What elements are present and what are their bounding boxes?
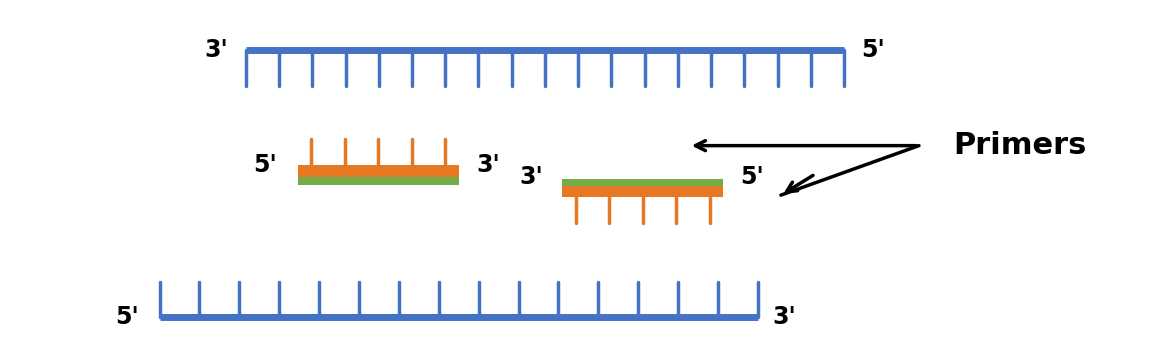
- Bar: [298, 177, 459, 185]
- Bar: [298, 165, 459, 177]
- Bar: [562, 179, 723, 186]
- Text: 5': 5': [861, 38, 885, 62]
- Text: 3': 3': [773, 305, 796, 329]
- Text: 3': 3': [519, 165, 542, 189]
- Text: Primers: Primers: [954, 131, 1087, 160]
- Text: 3': 3': [205, 38, 228, 62]
- Text: 3': 3': [476, 153, 500, 177]
- Text: 5': 5': [253, 153, 277, 177]
- Text: 5': 5': [741, 165, 764, 189]
- Bar: [562, 186, 723, 197]
- Text: 5': 5': [115, 305, 139, 329]
